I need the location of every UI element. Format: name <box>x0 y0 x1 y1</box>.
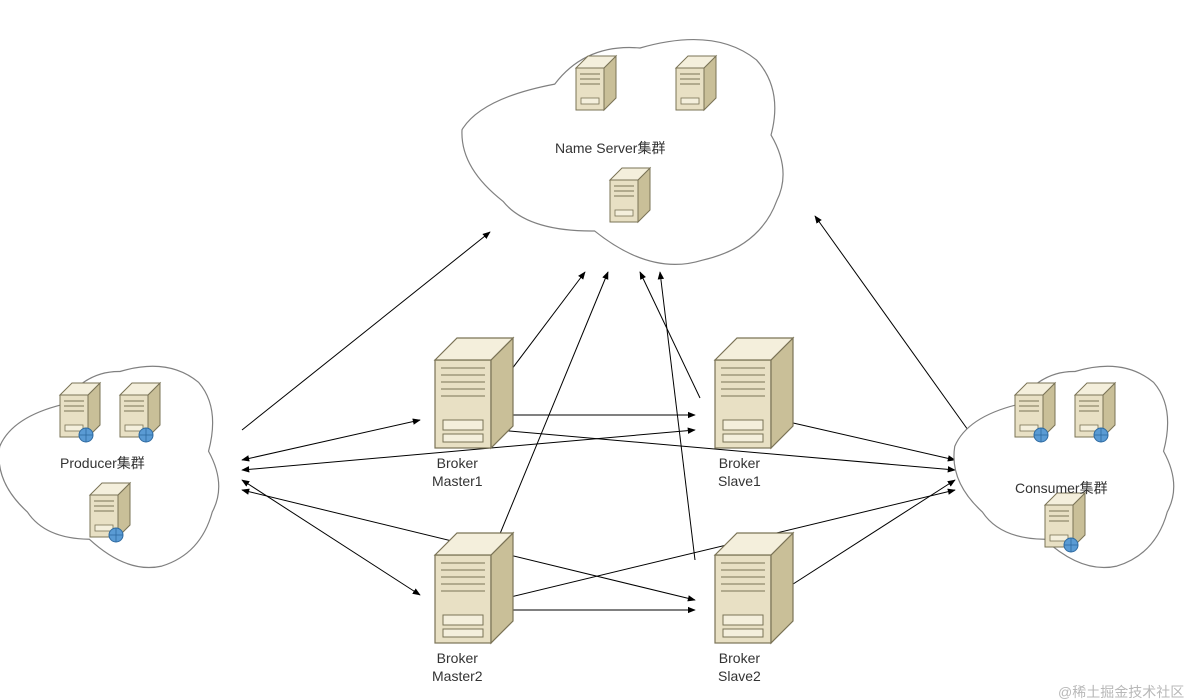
edge-14 <box>776 480 955 595</box>
watermark: @稀土掘金技术社区 <box>1058 682 1184 700</box>
broker-master2 <box>435 533 513 643</box>
broker-slave1-label: Broker Slave1 <box>718 455 761 490</box>
broker-slave1 <box>715 338 793 448</box>
edge-10 <box>242 480 420 595</box>
clouds-layer <box>0 40 1174 568</box>
broker-master1 <box>435 338 513 448</box>
edges-layer <box>242 216 968 610</box>
consumer-label: Consumer集群 <box>1015 480 1108 498</box>
broker-slave2 <box>715 533 793 643</box>
nameserver-server-1 <box>676 56 716 110</box>
producer-label: Producer集群 <box>60 455 145 473</box>
edge-1 <box>815 216 968 430</box>
nameserver-label: Name Server集群 <box>555 140 665 158</box>
edge-5 <box>660 272 695 560</box>
edge-3 <box>640 272 700 398</box>
diagram-canvas <box>0 0 1197 700</box>
nameserver-server-2 <box>610 168 650 222</box>
edge-8 <box>242 420 420 460</box>
nameserver-server-0 <box>576 56 616 110</box>
broker-master2-label: Broker Master2 <box>432 650 483 685</box>
broker-slave2-label: Broker Slave2 <box>718 650 761 685</box>
edge-12 <box>780 420 955 460</box>
broker-master1-label: Broker Master1 <box>432 455 483 490</box>
